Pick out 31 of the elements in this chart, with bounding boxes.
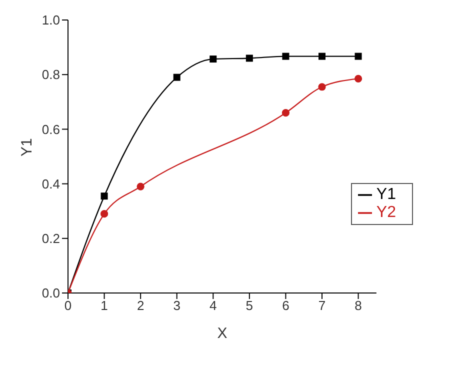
point <box>100 192 108 200</box>
y-tick-label: 0.2 <box>42 231 60 246</box>
y-axis-title: Y1 <box>18 138 36 156</box>
y-tick-label: 1.0 <box>42 12 60 28</box>
y-tick-label: 0.4 <box>42 176 60 192</box>
x-tick-label: 8 <box>354 298 362 314</box>
point <box>282 109 290 117</box>
point <box>318 83 326 91</box>
y-tick-label: 0.8 <box>42 67 60 82</box>
x-axis-title: X <box>217 325 228 342</box>
legend-label: Y2 <box>376 204 396 221</box>
y-tick-label: 0.0 <box>42 286 60 301</box>
x-tick-label: 7 <box>318 298 326 314</box>
point <box>173 74 180 81</box>
x-tick-label: 0 <box>64 298 72 314</box>
x-tick-label: 1 <box>100 298 108 314</box>
point <box>354 52 362 60</box>
point <box>136 182 144 190</box>
point <box>318 52 326 60</box>
point <box>282 52 290 60</box>
x-tick-label: 2 <box>136 298 144 314</box>
x-tick-label: 3 <box>173 298 180 314</box>
x-tick-label: 6 <box>282 298 290 314</box>
legend-label: Y1 <box>376 186 396 203</box>
y-tick-label: 0.6 <box>42 122 60 137</box>
point <box>246 54 253 62</box>
x-tick-label: 5 <box>246 298 254 314</box>
point <box>354 74 362 82</box>
point <box>100 210 108 218</box>
point <box>210 56 217 63</box>
x-tick-label: 4 <box>210 298 217 314</box>
